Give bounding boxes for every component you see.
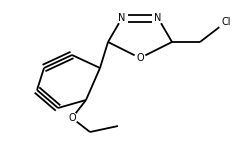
Text: Cl: Cl (221, 17, 231, 27)
Text: O: O (68, 113, 76, 123)
Text: N: N (118, 13, 126, 23)
Text: O: O (136, 53, 144, 63)
Text: N: N (154, 13, 162, 23)
